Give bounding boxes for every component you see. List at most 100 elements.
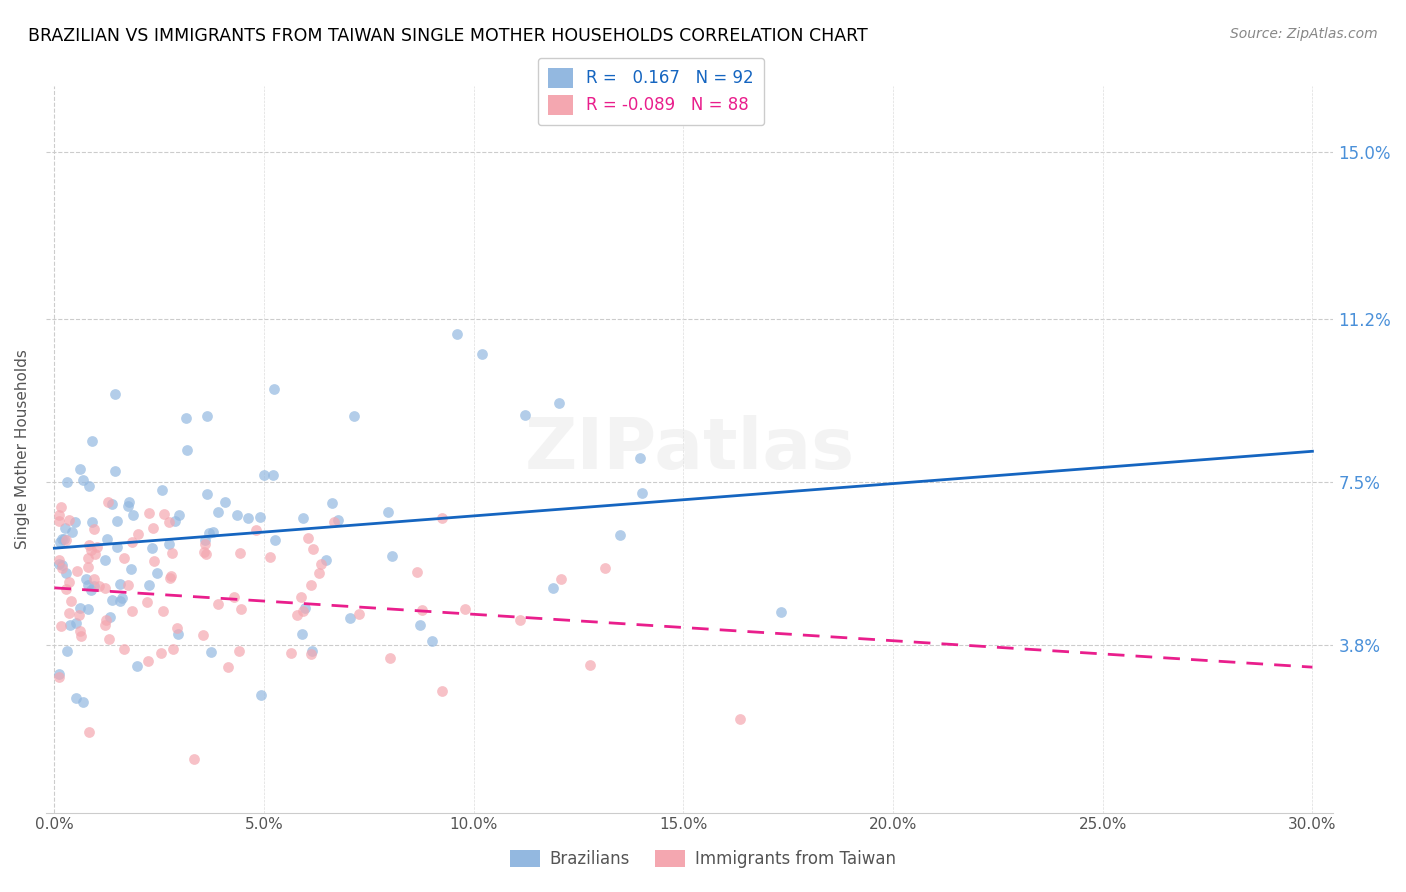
Point xyxy=(138,507,160,521)
Point xyxy=(96,494,118,508)
Point xyxy=(197,525,219,540)
Point xyxy=(101,496,124,510)
Point xyxy=(195,486,218,500)
Point xyxy=(183,752,205,766)
Point xyxy=(377,505,399,519)
Point xyxy=(105,540,128,554)
Point xyxy=(728,712,751,726)
Point xyxy=(326,513,349,527)
Point xyxy=(80,515,103,529)
Point xyxy=(578,657,600,672)
Point xyxy=(63,516,86,530)
Text: Source: ZipAtlas.com: Source: ZipAtlas.com xyxy=(1230,27,1378,41)
Point xyxy=(65,690,87,705)
Point xyxy=(58,574,80,589)
Point xyxy=(80,434,103,449)
Point xyxy=(145,566,167,581)
Point xyxy=(127,526,149,541)
Point xyxy=(280,646,302,660)
Point xyxy=(194,537,217,551)
Point xyxy=(166,622,188,636)
Point xyxy=(49,534,72,549)
Point xyxy=(157,537,180,551)
Point xyxy=(48,670,70,684)
Point xyxy=(118,495,141,509)
Point xyxy=(152,604,174,618)
Point xyxy=(58,513,80,527)
Point xyxy=(349,607,371,621)
Point xyxy=(59,593,82,607)
Point xyxy=(194,533,217,547)
Point xyxy=(53,521,76,535)
Point xyxy=(83,522,105,536)
Point xyxy=(380,651,402,665)
Point xyxy=(420,634,443,648)
Point xyxy=(110,593,132,607)
Point xyxy=(339,611,361,625)
Point xyxy=(138,577,160,591)
Point xyxy=(94,617,117,632)
Point xyxy=(75,572,97,586)
Legend: R =   0.167   N = 92, R = -0.089   N = 88: R = 0.167 N = 92, R = -0.089 N = 88 xyxy=(538,58,763,125)
Point xyxy=(121,535,143,549)
Point xyxy=(117,499,139,513)
Point xyxy=(152,508,174,522)
Point xyxy=(176,443,198,458)
Y-axis label: Single Mother Households: Single Mother Households xyxy=(15,349,30,549)
Point xyxy=(222,591,245,605)
Point xyxy=(125,659,148,673)
Text: BRAZILIAN VS IMMIGRANTS FROM TAIWAN SINGLE MOTHER HOUSEHOLDS CORRELATION CHART: BRAZILIAN VS IMMIGRANTS FROM TAIWAN SING… xyxy=(28,27,868,45)
Point xyxy=(159,571,181,585)
Point xyxy=(77,478,100,492)
Point xyxy=(167,508,190,523)
Point xyxy=(83,579,105,593)
Point xyxy=(299,647,322,661)
Point xyxy=(202,525,225,540)
Point xyxy=(80,543,103,558)
Point xyxy=(66,564,89,578)
Point xyxy=(143,554,166,568)
Point xyxy=(55,533,77,547)
Point xyxy=(56,475,79,489)
Point xyxy=(264,533,287,547)
Point xyxy=(195,547,218,561)
Point xyxy=(120,562,142,576)
Point xyxy=(454,602,477,616)
Point xyxy=(93,553,115,567)
Point xyxy=(110,576,132,591)
Point xyxy=(150,483,173,497)
Point xyxy=(593,560,616,574)
Point xyxy=(166,627,188,641)
Point xyxy=(48,553,70,567)
Point xyxy=(96,532,118,546)
Point xyxy=(65,616,87,631)
Point xyxy=(72,473,94,487)
Point xyxy=(291,604,314,618)
Point xyxy=(98,610,121,624)
Point xyxy=(309,557,332,571)
Point xyxy=(628,451,651,466)
Point xyxy=(69,600,91,615)
Point xyxy=(207,597,229,611)
Point xyxy=(105,514,128,528)
Point xyxy=(291,511,314,525)
Point xyxy=(541,582,564,596)
Point xyxy=(193,545,215,559)
Point xyxy=(432,683,454,698)
Point xyxy=(98,632,121,646)
Point xyxy=(446,326,468,341)
Point xyxy=(406,565,429,579)
Point xyxy=(136,654,159,668)
Point xyxy=(315,553,337,567)
Point xyxy=(111,591,134,605)
Point xyxy=(513,408,536,422)
Point xyxy=(77,725,100,739)
Point xyxy=(104,387,127,401)
Point xyxy=(214,494,236,508)
Point xyxy=(60,525,83,540)
Point xyxy=(80,582,103,597)
Point xyxy=(294,600,316,615)
Point xyxy=(79,538,101,552)
Point xyxy=(84,548,107,562)
Point xyxy=(285,608,308,623)
